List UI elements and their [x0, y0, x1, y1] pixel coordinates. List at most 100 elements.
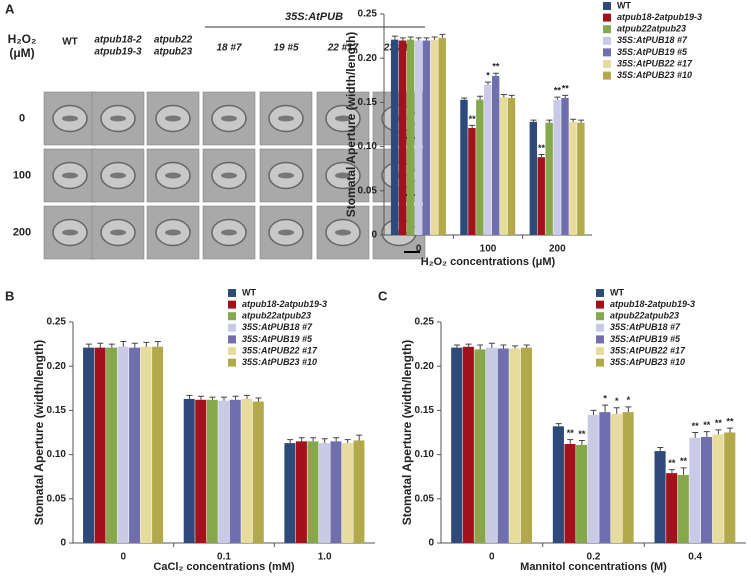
bar	[468, 128, 476, 235]
legend-label: 35S:AtPUB23 #10	[242, 357, 317, 367]
legend-label: atpub18-2atpub19-3	[610, 299, 695, 309]
pore	[110, 229, 126, 236]
legend-label: atpub18-2atpub19-3	[617, 12, 702, 22]
legend-swatch	[603, 25, 611, 34]
pore	[335, 229, 351, 236]
legend-swatch	[228, 347, 236, 355]
y-tick-label: 0.10	[415, 449, 435, 460]
error-bar	[657, 447, 664, 452]
error-bar	[500, 93, 507, 98]
error-bar	[500, 344, 507, 349]
pore	[221, 229, 237, 236]
legend-label: 35S:AtPUB22 #17	[617, 58, 693, 68]
bar	[509, 348, 521, 543]
error-bar	[692, 432, 699, 438]
bar	[195, 399, 207, 543]
bar	[499, 97, 508, 235]
error-bar	[407, 36, 414, 40]
pore	[221, 172, 237, 179]
bar	[390, 39, 399, 235]
x-tick-label: 0	[121, 552, 127, 563]
pore	[62, 115, 78, 122]
column-label: atpub23	[154, 47, 193, 58]
significance: *	[486, 70, 490, 80]
error-bar	[399, 37, 406, 41]
column-label: atpub18-2	[94, 35, 142, 46]
significance: *	[603, 393, 607, 403]
error-bar	[715, 429, 722, 435]
bar	[577, 122, 585, 235]
error-bar	[508, 94, 515, 98]
bar	[599, 412, 611, 543]
legend-swatch	[228, 289, 236, 297]
bar	[451, 347, 463, 543]
pore	[278, 115, 294, 122]
pore	[278, 172, 294, 179]
column-label: atpub19-3	[94, 47, 142, 58]
bar	[94, 347, 106, 543]
y-tick-label: 0.20	[358, 53, 378, 64]
y-tick-label: 0	[428, 538, 434, 549]
column-label: 18 #7	[216, 43, 241, 54]
bar	[724, 432, 736, 543]
bar	[406, 39, 415, 235]
error-bar	[578, 119, 585, 123]
bar	[318, 443, 330, 543]
error-bar	[625, 406, 632, 413]
significance: **	[715, 418, 723, 428]
x-tick-label: 100	[480, 244, 497, 255]
y-tick-label: 0	[371, 230, 377, 241]
bar	[229, 399, 241, 543]
significance: **	[492, 62, 500, 72]
error-bar	[602, 404, 609, 413]
error-bar	[512, 345, 519, 349]
y-tick-label: 0	[60, 538, 66, 549]
error-bar	[477, 95, 484, 100]
legend-swatch	[228, 312, 236, 321]
error-bar	[461, 97, 468, 100]
pore	[221, 115, 237, 122]
panel-letter: A	[5, 1, 15, 16]
error-bar	[703, 431, 710, 437]
error-bar	[578, 439, 585, 445]
legend-label: 35S:AtPUB22 #17	[242, 345, 318, 355]
error-bar	[108, 343, 115, 348]
pore	[165, 229, 181, 236]
legend-label: atpub22atpub23	[610, 311, 679, 321]
x-tick-label: 1.0	[318, 552, 332, 563]
bar	[252, 401, 264, 543]
error-bar	[431, 36, 438, 40]
legend-swatch	[596, 323, 604, 332]
legend-swatch	[228, 323, 236, 332]
significance: **	[469, 114, 477, 124]
bar	[666, 473, 678, 543]
error-bar	[567, 439, 574, 444]
bar	[284, 443, 296, 543]
x-tick-label: 0.4	[688, 552, 702, 563]
significance: *	[627, 395, 631, 405]
legend-label: 35S:AtPUB18 #7	[242, 322, 313, 332]
error-bar	[465, 343, 472, 347]
bar	[537, 157, 545, 235]
error-bar	[287, 439, 294, 444]
legend-swatch	[228, 300, 236, 309]
legend-label: 35S:AtPUB23 #10	[610, 357, 685, 367]
y-tick-label: 0.10	[47, 449, 67, 460]
bar	[484, 84, 492, 235]
legend-label: WT	[610, 287, 624, 297]
y-axis-label: Stomatal Aperture (width/length)	[32, 340, 46, 526]
y-tick-label: 0.25	[415, 317, 435, 328]
error-bar	[439, 33, 446, 38]
bar	[129, 347, 141, 543]
pore	[335, 172, 351, 179]
pore	[165, 115, 181, 122]
bar	[330, 441, 342, 543]
error-bar	[120, 340, 127, 347]
error-bar	[523, 344, 530, 348]
legend-swatch	[603, 13, 611, 22]
error-bar	[477, 344, 484, 350]
bar	[460, 99, 468, 235]
bar	[712, 434, 724, 543]
row-label: 100	[13, 169, 31, 181]
y-axis-label: Stomatal Aperture (width/length)	[400, 340, 414, 526]
